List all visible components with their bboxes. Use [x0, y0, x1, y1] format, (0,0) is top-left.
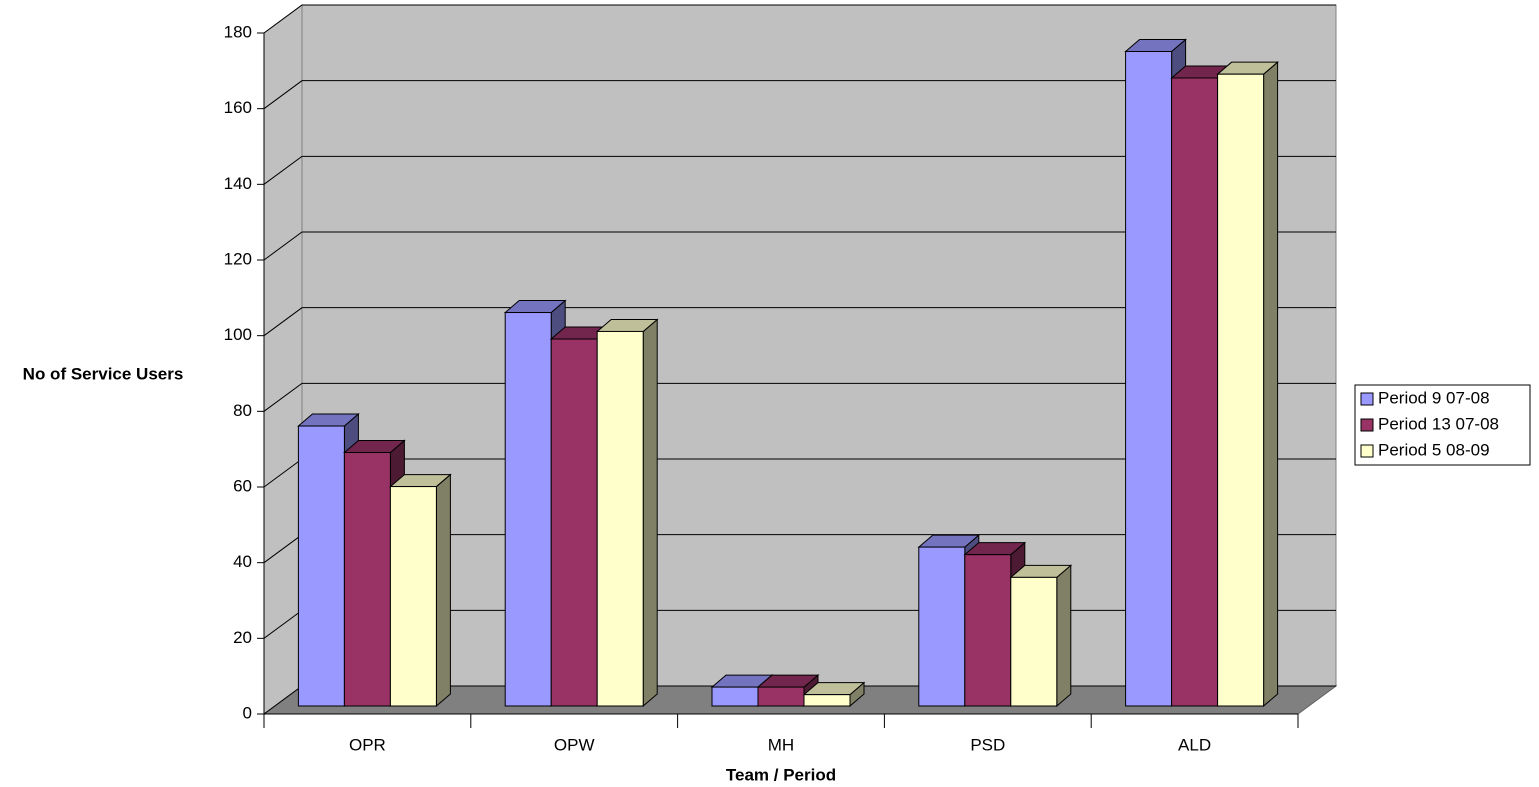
y-tick-label: 120 [224, 249, 252, 268]
bar-front [964, 554, 1012, 707]
y-axis-title: No of Service Users [23, 364, 184, 383]
side-wall [263, 4, 303, 715]
bar [1009, 564, 1073, 708]
bar [595, 318, 659, 708]
bar-front [803, 694, 851, 707]
bar-side [642, 318, 658, 708]
bar-side [1263, 61, 1279, 708]
y-tick-label: 160 [224, 98, 252, 117]
x-tick-label: PSD [970, 735, 1005, 754]
y-tick-label: 140 [224, 174, 252, 193]
bar-front [1125, 50, 1173, 707]
bar-front [918, 546, 966, 707]
bar [389, 473, 452, 708]
bar-side [435, 473, 451, 708]
legend-label: Period 5 08-09 [1378, 440, 1490, 459]
bar-front [550, 338, 598, 707]
x-axis-title: Team / Period [726, 765, 836, 784]
grid-line [263, 231, 1336, 261]
y-tick-label: 20 [233, 628, 252, 647]
bar-front [1010, 576, 1058, 707]
bar-front [1171, 77, 1219, 707]
grid-line [263, 382, 1336, 412]
x-tick-label: OPW [554, 735, 595, 754]
bar [1216, 61, 1279, 708]
legend-swatch [1360, 392, 1374, 406]
y-tick-label: 80 [233, 401, 252, 420]
legend-label: Period 9 07-08 [1378, 388, 1490, 407]
y-tick-label: 40 [233, 552, 252, 571]
grid-line [263, 307, 1336, 337]
y-tick-label: 100 [224, 325, 252, 344]
x-tick-label: OPR [349, 735, 386, 754]
bar-front [1217, 73, 1265, 707]
y-tick-label: 60 [233, 476, 252, 495]
bar-front [596, 330, 644, 707]
legend-swatch [1360, 418, 1374, 432]
y-tick-label: 0 [243, 703, 252, 722]
legend-label: Period 13 07-08 [1378, 414, 1499, 433]
legend-swatch [1360, 444, 1374, 458]
legend-box [1354, 384, 1531, 466]
y-tick-label: 180 [224, 22, 252, 41]
bar-front [711, 686, 759, 707]
bar-front [297, 425, 345, 707]
bar-front [504, 312, 552, 707]
x-tick-label: MH [768, 735, 794, 754]
bar-front [757, 686, 805, 707]
bar [802, 681, 866, 708]
bar-front [343, 452, 391, 707]
grid-line [263, 155, 1336, 185]
grid-line [263, 80, 1336, 110]
bar-side [1056, 564, 1072, 708]
x-tick-label: ALD [1178, 735, 1211, 754]
bar-front [389, 486, 437, 707]
grid-line [263, 4, 1336, 34]
